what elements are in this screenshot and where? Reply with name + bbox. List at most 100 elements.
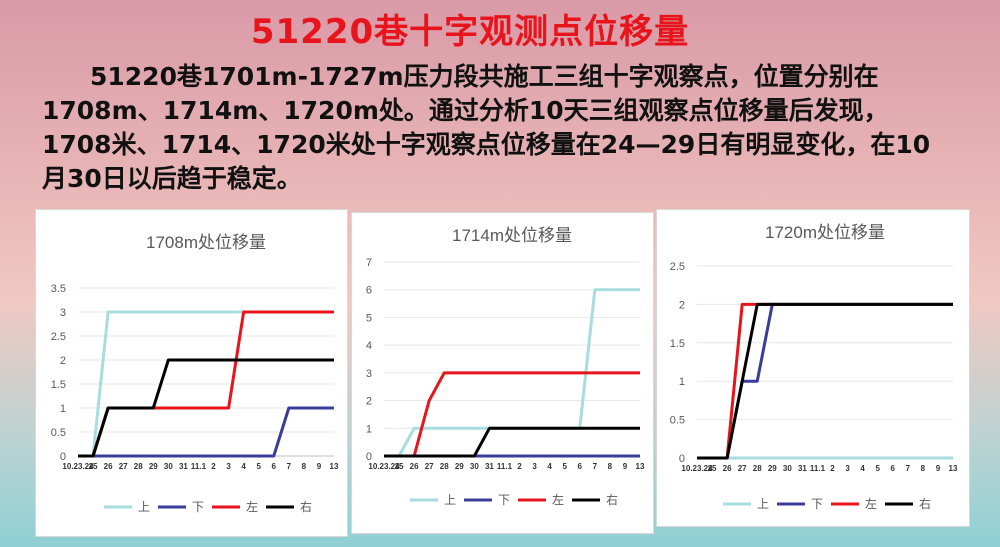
legend-label: 下 [498, 493, 510, 507]
y-tick-label: 1 [60, 403, 66, 415]
y-tick-label: 2.5 [51, 331, 66, 343]
x-tick-label: 13 [949, 464, 958, 473]
x-tick-label: 31 [485, 462, 494, 471]
x-tick-label: 7 [287, 462, 292, 471]
x-tick-label: 13 [330, 462, 339, 471]
y-tick-label: 2 [366, 396, 372, 408]
x-tick-label: 6 [272, 462, 277, 471]
chart-title: 1714m处位移量 [452, 226, 572, 245]
x-tick-label: 9 [623, 462, 628, 471]
x-tick-label: 10.23.24 [62, 462, 94, 471]
x-tick-label: 5 [875, 464, 880, 473]
x-tick-label: 4 [860, 464, 865, 473]
chart-title: 1720m处位移量 [765, 223, 885, 242]
x-tick-label: 5 [256, 462, 261, 471]
x-tick-label: 2 [211, 462, 216, 471]
legend-label: 左 [865, 496, 877, 511]
legend-label: 右 [606, 492, 618, 507]
legend-label: 上 [138, 500, 150, 514]
x-tick-label: 2 [830, 464, 835, 473]
x-tick-label: 30 [164, 462, 173, 471]
x-tick-label: 3 [532, 462, 537, 471]
x-tick-label: 30 [783, 464, 792, 473]
x-tick-label: 11.1 [810, 464, 826, 473]
legend-label: 下 [192, 500, 204, 514]
x-tick-label: 5 [562, 462, 567, 471]
y-tick-label: 3 [366, 368, 372, 380]
x-tick-label: 4 [241, 462, 246, 471]
series-line-右 [78, 358, 334, 458]
x-tick-label: 28 [440, 462, 449, 471]
series-line-下 [78, 406, 334, 458]
x-tick-label: 26 [723, 464, 732, 473]
y-tick-label: 2 [679, 299, 685, 311]
x-tick-label: 26 [410, 462, 419, 471]
x-tick-label: 27 [738, 464, 747, 473]
x-tick-label: 26 [104, 462, 113, 471]
y-tick-label: 7 [366, 257, 372, 269]
legend-label: 右 [919, 496, 931, 511]
x-tick-label: 7 [906, 464, 911, 473]
x-tick-label: 6 [891, 464, 896, 473]
y-tick-label: 3.5 [51, 283, 66, 295]
y-tick-label: 0.5 [51, 427, 66, 439]
x-tick-label: 29 [455, 462, 464, 471]
chart-panel-1720m: 1720m处位移量 0 0.5 1 1.5 2 2.5 10.23.24 25 26 27 28 29 3… [656, 209, 970, 527]
x-tick-label: 9 [317, 462, 322, 471]
legend-label: 右 [300, 499, 312, 514]
x-tick-label: 10.23.24 [368, 462, 400, 471]
chart-panel-1708m: 1708m处位移量 0 0.5 1 1.5 2 2.5 3 3.5 10.23.24 25 26 27 2… [35, 209, 348, 537]
x-tick-label: 27 [425, 462, 434, 471]
y-tick-label: 1.5 [51, 379, 66, 391]
x-tick-label: 7 [593, 462, 598, 471]
legend-label: 上 [444, 493, 456, 507]
legend-label: 上 [757, 497, 769, 511]
x-tick-label: 8 [921, 464, 926, 473]
y-tick-label: 4 [366, 340, 372, 352]
x-tick-label: 8 [302, 462, 307, 471]
x-tick-label: 10.23.24 [681, 464, 713, 473]
series-line-右 [384, 426, 640, 458]
x-tick-label: 28 [753, 464, 762, 473]
x-tick-label: 30 [470, 462, 479, 471]
y-tick-label: 0 [679, 453, 685, 465]
x-tick-label: 11.1 [497, 462, 513, 471]
x-tick-label: 11.1 [191, 462, 207, 471]
x-tick-label: 31 [798, 464, 807, 473]
description-paragraph: 51220巷1701m-1727m压力段共施工三组十字观察点，位置分别在1708… [42, 62, 931, 193]
page-title: 51220巷十字观测点位移量 [250, 12, 690, 52]
x-tick-label: 29 [149, 462, 158, 471]
x-tick-label: 2 [517, 462, 522, 471]
x-tick-label: 25 [395, 462, 404, 471]
y-tick-label: 2.5 [670, 261, 685, 273]
x-tick-label: 13 [636, 462, 645, 471]
x-tick-label: 27 [119, 462, 128, 471]
x-tick-label: 8 [608, 462, 613, 471]
x-tick-label: 3 [845, 464, 850, 473]
legend-label: 左 [246, 499, 258, 514]
y-tick-label: 1.5 [670, 338, 685, 350]
x-tick-label: 25 [708, 464, 717, 473]
x-tick-label: 28 [134, 462, 143, 471]
x-tick-label: 6 [578, 462, 583, 471]
x-tick-label: 9 [936, 464, 941, 473]
x-tick-label: 31 [179, 462, 188, 471]
x-tick-label: 25 [89, 462, 98, 471]
legend-label: 下 [811, 497, 823, 511]
y-tick-label: 6 [366, 285, 372, 297]
x-tick-label: 4 [547, 462, 552, 471]
y-tick-label: 2 [60, 355, 66, 367]
y-tick-label: 0 [366, 451, 372, 463]
series-line-左 [384, 371, 640, 458]
y-tick-label: 1 [679, 376, 685, 388]
y-tick-label: 3 [60, 307, 66, 319]
y-tick-label: 0 [60, 451, 66, 463]
chart-panel-1714m: 1714m处位移量 0 1 2 3 4 5 6 7 10.23.24 25 26 27 28 29 30 31 1… [351, 212, 654, 534]
series-line-右 [697, 302, 953, 460]
y-tick-label: 1 [366, 423, 372, 435]
y-tick-label: 5 [366, 312, 372, 324]
x-tick-label: 29 [768, 464, 777, 473]
